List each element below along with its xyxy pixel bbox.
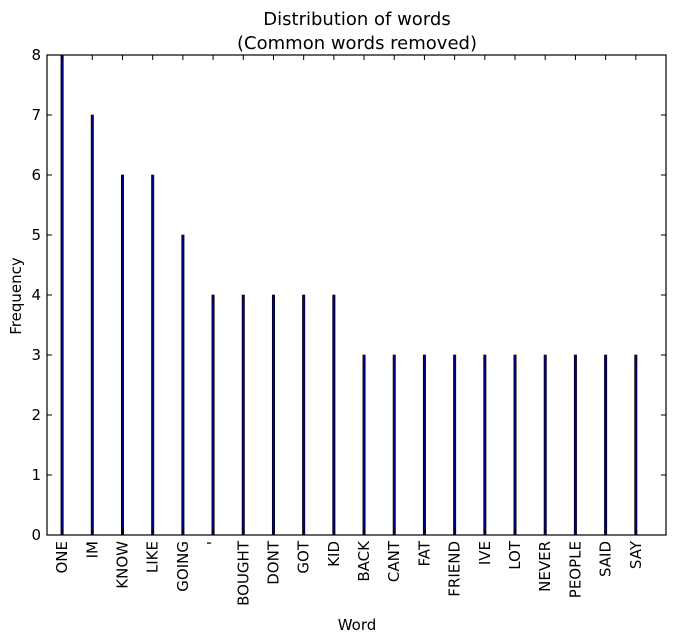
x-tick-label: GOING [174,541,192,592]
bar [120,174,124,536]
x-tick-label: KID [325,541,343,567]
bar [271,294,275,536]
y-tick-label: 7 [31,106,41,124]
y-tick-label: 4 [31,286,41,304]
bar [453,354,457,536]
bar [332,294,336,536]
x-tick-label: LOT [506,540,524,570]
y-tick-label: 3 [31,346,41,364]
bar [634,354,638,536]
bar [604,354,608,536]
x-tick-label: KNOW [113,541,131,589]
y-tick-label: 1 [31,466,41,484]
x-tick-label: PEOPLE [566,541,584,598]
bar [513,354,517,536]
x-tick-label: FRIEND [446,541,464,597]
bar [302,294,306,536]
x-tick-label: ' [204,541,222,545]
bar [483,354,487,536]
chart-subtitle: (Common words removed) [237,33,477,54]
bar [543,354,547,536]
y-tick-label: 2 [31,406,41,424]
chart-title: Distribution of words [263,9,450,30]
y-tick-label: 6 [31,166,41,184]
bar [211,294,215,536]
y-tick-label: 8 [31,46,41,64]
x-tick-label: GOT [295,540,313,573]
bar [181,234,185,536]
bar [422,354,426,536]
bar [151,174,155,536]
plot-area: 0 1 2 3 4 5 6 7 8 ONE IM KNOW LIKE GOING ' BOUGHT DONT GO… [31,46,666,606]
x-tick-label: NEVER [536,541,554,592]
y-tick-label: 5 [31,226,41,244]
x-tick-label: CANT [385,540,403,582]
bar [362,354,366,536]
x-tick-label: BOUGHT [234,540,252,606]
plot-frame [46,54,667,536]
bar [573,354,577,536]
x-tick-label: SAY [627,540,645,569]
y-tick-label: 0 [31,526,41,544]
y-axis-label: Frequency [7,257,25,335]
bar [60,54,64,536]
x-axis-label: Word [338,616,377,634]
x-tick-label: IVE [476,541,494,565]
bar [90,114,94,536]
x-tick-label: BACK [355,540,373,582]
x-tick-label: SAID [597,541,615,577]
bar [392,354,396,536]
x-tick-label: LIKE [144,541,162,573]
x-tick-label: IM [83,541,101,558]
x-tick-label: FAT [415,540,433,566]
x-tick-label: ONE [53,541,71,574]
bar [241,294,245,536]
x-tick-label: DONT [264,540,282,585]
